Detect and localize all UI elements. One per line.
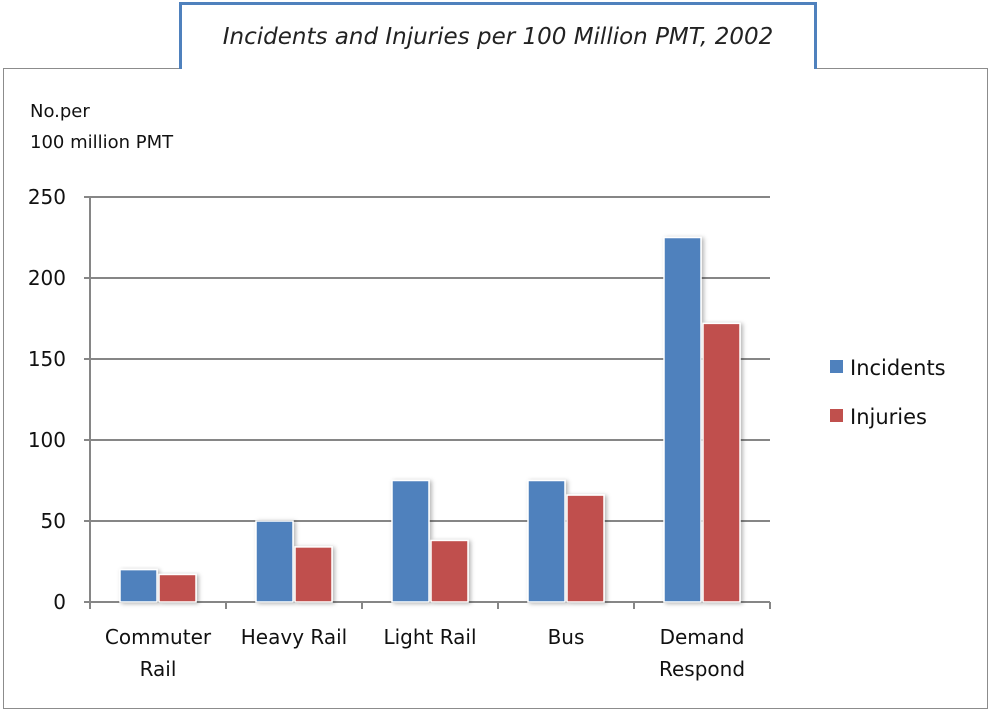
legend-swatch-incidents: [830, 360, 843, 373]
legend-label: Incidents: [850, 356, 946, 380]
bar-incidents: [255, 520, 294, 603]
bar-injuries: [566, 494, 605, 603]
y-tick-label: 200: [28, 266, 66, 290]
y-tick-label: 150: [28, 347, 66, 371]
y-axis-label-line: 100 million PMT: [30, 132, 174, 153]
bar-injuries: [294, 546, 333, 603]
x-tick-label: Respond: [659, 657, 745, 681]
bar-injuries: [702, 322, 741, 603]
bar-incidents: [527, 479, 566, 603]
y-axis-label-line: No.per: [30, 101, 90, 122]
y-axis-label: No.per 100 million PMT: [30, 96, 173, 158]
x-tick-label: Commuter: [105, 625, 212, 649]
y-tick-label: 50: [41, 509, 66, 533]
legend-label: Injuries: [850, 405, 927, 429]
bar-injuries: [430, 539, 469, 603]
x-tick-label: Heavy Rail: [241, 625, 347, 649]
x-tick-label: Demand: [660, 625, 745, 649]
y-tick-label: 100: [28, 428, 66, 452]
x-tick-label: Rail: [140, 657, 177, 681]
y-tick-label: 0: [53, 590, 66, 614]
y-tick-label: 250: [28, 185, 66, 209]
legend-swatch-injuries: [830, 409, 843, 422]
chart-title: Incidents and Injuries per 100 Million P…: [179, 2, 817, 69]
x-tick-label: Light Rail: [383, 625, 476, 649]
bar-incidents: [391, 479, 430, 603]
bar-incidents: [663, 236, 702, 603]
bar-incidents: [119, 568, 158, 603]
x-tick-label: Bus: [548, 625, 585, 649]
bar-injuries: [158, 573, 197, 603]
